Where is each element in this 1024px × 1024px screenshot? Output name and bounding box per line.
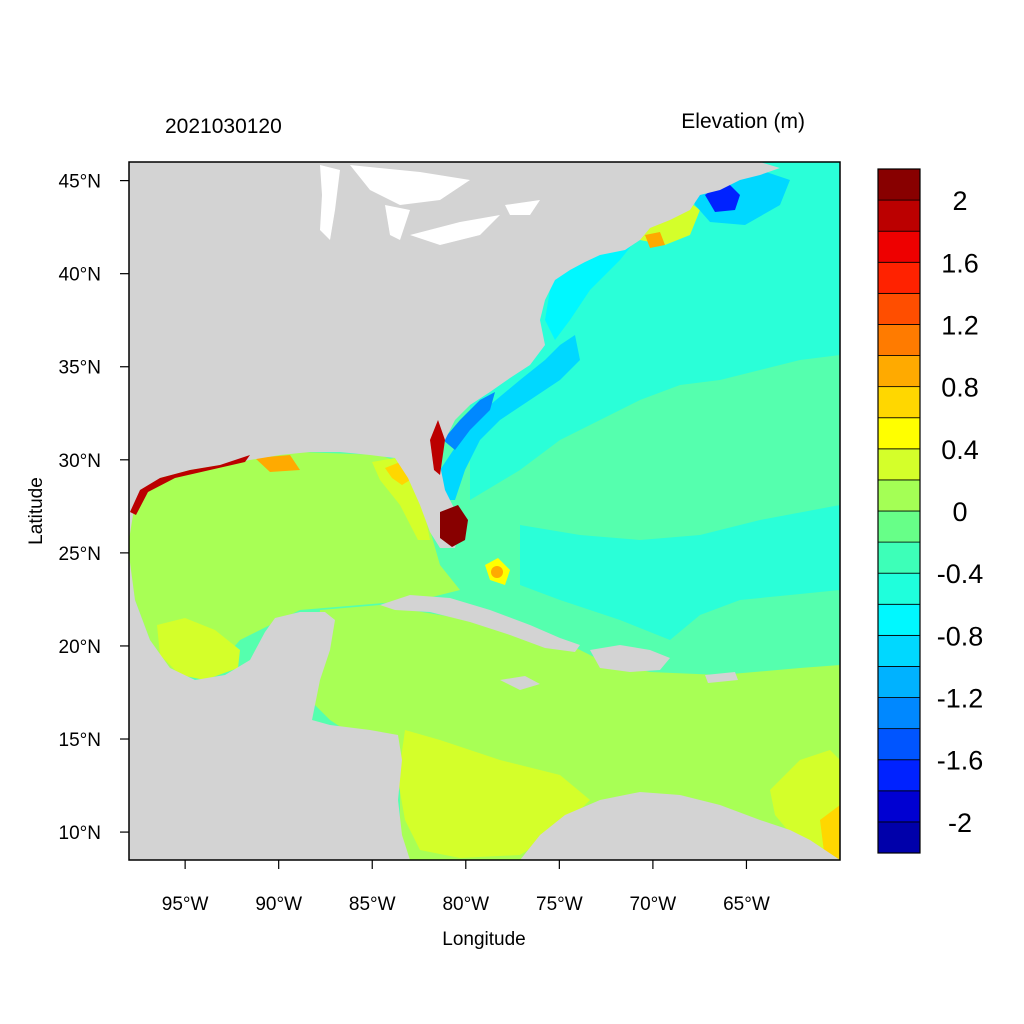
map-frame <box>128 161 841 861</box>
colorbar-segment <box>877 417 921 450</box>
colorbar-segment <box>877 728 921 761</box>
y-tick-label: 10°N <box>59 823 101 844</box>
colorbar-segment <box>877 324 921 356</box>
colorbar-label: 2 <box>952 186 967 216</box>
y-tick-label: 40°N <box>59 265 101 286</box>
campeche-shelf <box>157 618 240 680</box>
bahamas-bank-core <box>491 566 503 578</box>
y-tick-label: 20°N <box>59 637 101 658</box>
georgia-bight-core <box>443 392 495 450</box>
colorbar-segment <box>877 697 921 730</box>
colorbar-label: -1.2 <box>937 684 984 714</box>
mexico-central-america-land <box>129 555 410 860</box>
georgia-bight-low <box>440 335 580 500</box>
elevation-colorbar: 2 1.6 1.2 0.8 0.4 0 -0.4 -0.8 -1.2 -1.6 -2 <box>877 168 984 854</box>
x-tick-label: 75°W <box>536 894 583 915</box>
y-tick-label: 25°N <box>59 544 101 565</box>
y-tick-label: 30°N <box>59 451 101 472</box>
y-axis-title: Latitude <box>26 477 47 545</box>
x-tick-label: 85°W <box>349 894 396 915</box>
colorbar-segment <box>877 230 921 263</box>
colorbar-label: 0 <box>952 497 967 527</box>
colorbar-segment <box>877 199 921 232</box>
colorbar-label: -2 <box>948 808 972 838</box>
west-florida-shelf <box>372 458 430 540</box>
colorbar-segment <box>877 790 921 823</box>
x-tick-label: 65°W <box>723 894 770 915</box>
colorbar-segment <box>877 261 921 294</box>
southeast-shelf-highs <box>820 805 840 860</box>
colorbar-label: 0.4 <box>941 435 979 465</box>
colorbar-frame <box>877 168 921 854</box>
jamaica-land <box>500 676 540 690</box>
colorbar-segment <box>877 572 921 605</box>
puerto-rico-land <box>705 672 738 683</box>
y-tick-label: 35°N <box>59 358 101 379</box>
x-tick-label: 80°W <box>442 894 489 915</box>
nicaragua-shelf <box>398 730 590 858</box>
colorbar-segment <box>877 292 921 325</box>
atlantic-coast-surge <box>430 420 445 475</box>
gulf-coast-surge <box>130 455 250 515</box>
y-axis-ticks: 10°N 15°N 20°N 25°N 30°N 35°N 40°N 45°N <box>59 172 129 844</box>
colorbar-label: 1.2 <box>941 310 979 340</box>
colorbar-label: 0.8 <box>941 373 979 403</box>
x-axis-title: Longitude <box>442 929 525 950</box>
colorbar-label: 1.6 <box>941 248 979 278</box>
colorbar-segment <box>877 510 921 543</box>
colorbar-segment <box>877 603 921 636</box>
y-tick-label: 15°N <box>59 730 101 751</box>
x-axis-ticks: 95°W 90°W 85°W 80°W 75°W 70°W 65°W <box>162 860 770 915</box>
colorbar-label: -0.4 <box>937 559 984 589</box>
colorbar-segment <box>877 355 921 388</box>
colorbar-segment <box>877 386 921 419</box>
colorbar-segment <box>877 168 921 201</box>
variable-label: Elevation (m) <box>681 110 805 133</box>
x-tick-label: 90°W <box>255 894 302 915</box>
south-florida-surge <box>440 505 468 547</box>
colorbar-segment <box>877 634 921 667</box>
nova-scotia-core <box>705 180 740 212</box>
colorbar-segment <box>877 448 921 481</box>
hispaniola-land <box>590 645 670 672</box>
great-lakes <box>320 165 540 245</box>
y-tick-label: 45°N <box>59 172 101 193</box>
colorbar-label: -1.6 <box>937 746 984 776</box>
west-florida-warm <box>385 462 410 485</box>
x-tick-label: 95°W <box>162 894 209 915</box>
south-america-land <box>520 792 840 860</box>
north-america-land <box>129 162 780 548</box>
cuba-land <box>380 595 580 652</box>
map-panel <box>129 162 840 860</box>
colorbar-label: -0.8 <box>937 621 984 651</box>
colorbar-segment <box>877 479 921 512</box>
x-tick-label: 70°W <box>630 894 677 915</box>
colorbar-segment <box>877 541 921 574</box>
gulf-of-mexico <box>129 452 460 680</box>
colorbar-segment <box>877 821 921 854</box>
fundy-high <box>645 232 665 248</box>
date-label: 2021030120 <box>165 115 282 138</box>
colorbar-segment <box>877 759 921 792</box>
panhandle-anomaly <box>255 455 300 472</box>
colorbar-segment <box>877 666 921 698</box>
atlantic-south <box>520 505 840 640</box>
